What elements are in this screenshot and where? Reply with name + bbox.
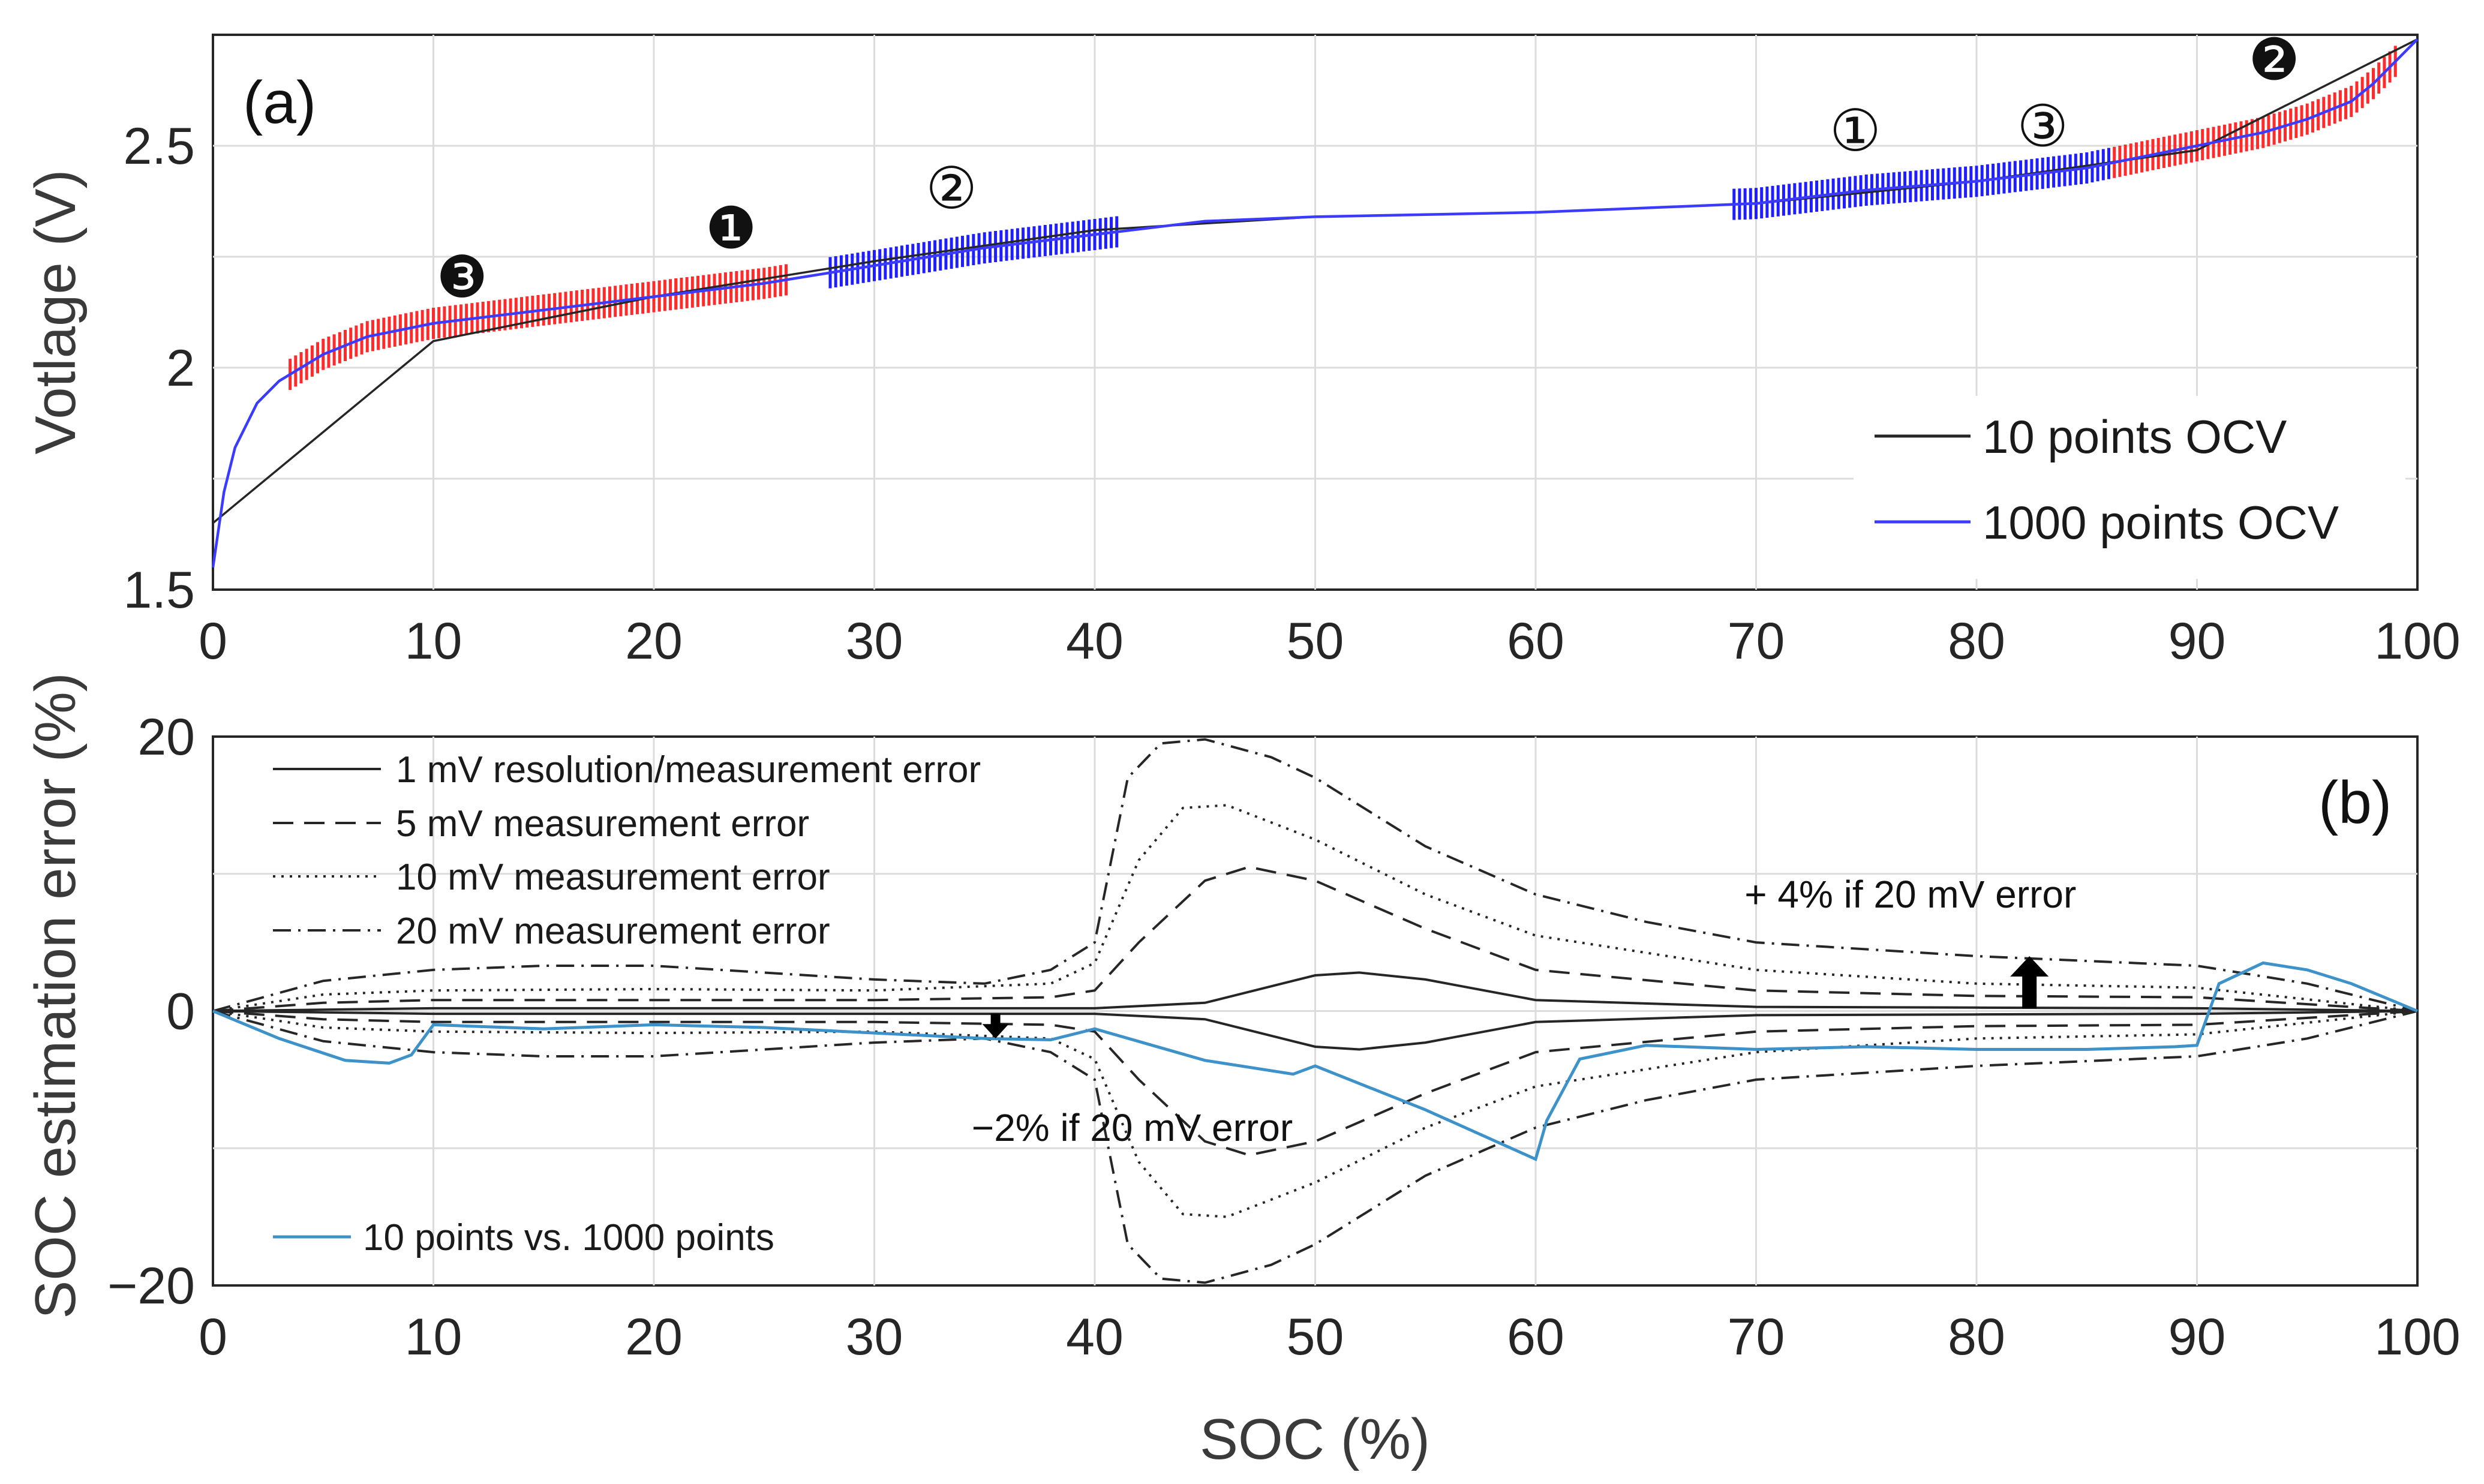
- panel-a-y-tick-label: 2.5: [123, 118, 195, 175]
- panel-a-x-tick-label: 60: [1507, 612, 1564, 670]
- series-line-10-points-vs-1000-points: [212, 961, 2418, 1161]
- panel-b-y-tick-label: 0: [166, 983, 195, 1041]
- panel-b-x-tick-label: 30: [846, 1308, 903, 1366]
- legend-label-5mv: 5 mV measurement error: [396, 803, 809, 845]
- legend-label-10mv: 10 mV measurement error: [396, 857, 830, 898]
- panel-b-x-tick-label: 60: [1507, 1308, 1564, 1366]
- panel-b-y-axis-title: SOC estimation error (%): [23, 672, 88, 1319]
- panel-a-y-tick-label: 1.5: [123, 561, 195, 619]
- legend-label-10-points-ocv: 10 points OCV: [1983, 410, 2287, 463]
- legend-label-1mv: 1 mV resolution/measurement error: [396, 749, 981, 791]
- legend-label-10-vs-1000: 10 points vs. 1000 points: [363, 1217, 774, 1258]
- series-line-5-mv-measurement-error-lower: [212, 1010, 2418, 1156]
- annotation-filled-circle-number: ❶: [705, 197, 757, 261]
- annotation-filled-circle-number: ❷: [2248, 28, 2300, 92]
- annotation-open-circle-number: ③: [2017, 94, 2068, 158]
- panel-b-x-tick-label: 50: [1287, 1308, 1344, 1366]
- panel-a-annotations: ❶ ❷ ❸ ① ② ③: [436, 28, 2300, 310]
- panel-a-x-tick-label: 80: [1948, 612, 2005, 670]
- panel-b-y-tick-label: 20: [137, 708, 195, 766]
- panel-b-x-tick-label: 10: [405, 1308, 462, 1366]
- annotation-open-circle-number: ②: [926, 157, 977, 221]
- panel-a-x-tick-label: 10: [405, 612, 462, 670]
- panel-a-x-tick-label: 100: [2374, 612, 2461, 670]
- panel-b-x-tick-label: 70: [1728, 1308, 1785, 1366]
- series-line-20-mv-measurement-error-upper: [212, 738, 2418, 1013]
- panel-b-x-tick-label: 40: [1066, 1308, 1124, 1366]
- legend-label-20mv: 20 mV measurement error: [396, 911, 830, 952]
- panel-b-y-tick-labels: −20 0 20: [107, 708, 195, 1315]
- series-line-20-mv-measurement-error-lower: [212, 1010, 2418, 1284]
- series-line-5-mv-measurement-error-upper: [212, 866, 2418, 1013]
- series-line-10-mv-measurement-error-lower: [212, 1010, 2418, 1218]
- panel-a-x-tick-label: 50: [1287, 612, 1344, 670]
- panel-b-x-tick-label: 80: [1948, 1308, 2005, 1366]
- arrow-up-icon: [2010, 956, 2049, 977]
- panel-b-legend: 1 mV resolution/measurement error 5 mV m…: [273, 749, 981, 1258]
- panel-b-x-tick-label: 0: [199, 1308, 227, 1366]
- panel-b-series: [212, 738, 2418, 1284]
- panel-a-grid: [213, 35, 2417, 590]
- panel-a-y-axis-title: Votlage (V): [23, 170, 88, 455]
- panel-b-x-tick-label: 20: [625, 1308, 683, 1366]
- panel-b-x-tick-label: 90: [2168, 1308, 2226, 1366]
- panel-a-x-tick-label: 70: [1728, 612, 1785, 670]
- panel-a-legend-box: [1854, 396, 2405, 579]
- panel-a-x-tick-label: 0: [199, 612, 227, 670]
- arrow-down-icon: [982, 1024, 1009, 1039]
- annotation-plus-4-percent: + 4% if 20 mV error: [1744, 873, 2076, 916]
- annotation-filled-circle-number: ❸: [436, 245, 488, 310]
- panel-a-y-tick-labels: 1.5 2 2.5: [123, 118, 195, 619]
- panel-a-x-tick-label: 90: [2168, 612, 2226, 670]
- panel-b-grid: [213, 737, 2417, 1285]
- arrow-down-icon-shaft: [990, 1014, 1001, 1026]
- annotation-minus-2-percent: −2% if 20 mV error: [972, 1106, 1293, 1149]
- series-line-1-mv-resolution-measurement-error-upper: [212, 971, 2418, 1013]
- legend-label-1000-points-ocv: 1000 points OCV: [1983, 496, 2339, 549]
- panel-b-x-axis-title: SOC (%): [1200, 1407, 1430, 1471]
- panel-a-x-tick-label: 20: [625, 612, 683, 670]
- panel-a-y-tick-label: 2: [166, 340, 195, 397]
- panel-a-series: [211, 38, 2419, 568]
- series-line-10-mv-measurement-error-upper: [212, 804, 2418, 1013]
- panel-b-x-tick-label: 100: [2374, 1308, 2461, 1366]
- panel-a-x-tick-labels: 0 10 20 30 40 50 60 70 80 90 100: [199, 612, 2461, 670]
- panel-b-tag: (b): [2318, 769, 2392, 836]
- panel-a-tag: (a): [243, 69, 316, 136]
- series-line-1-mv-resolution-measurement-error-lower: [212, 1010, 2418, 1051]
- panel-a-x-tick-label: 30: [846, 612, 903, 670]
- annotation-open-circle-number: ①: [1830, 99, 1881, 163]
- panel-b-annotations: + 4% if 20 mV error −2% if 20 mV error: [972, 873, 2076, 1149]
- panel-b-y-tick-label: −20: [107, 1257, 195, 1315]
- panel-b-x-tick-labels: 0 10 20 30 40 50 60 70 80 90 100: [199, 1308, 2461, 1366]
- series-line-1000-points-ocv: [211, 38, 2419, 568]
- panel-a-x-tick-label: 40: [1066, 612, 1124, 670]
- panel-a-voltage-chart: 0 10 20 30 40 50 60 70 80 90 100 1.5 2 2.5 ❶ ❷ ❸ ① ② ③ Vo…: [23, 28, 2461, 670]
- arrow-up-icon-shaft: [2022, 974, 2037, 1008]
- panel-a-legend: 10 points OCV 1000 points OCV: [1854, 396, 2405, 579]
